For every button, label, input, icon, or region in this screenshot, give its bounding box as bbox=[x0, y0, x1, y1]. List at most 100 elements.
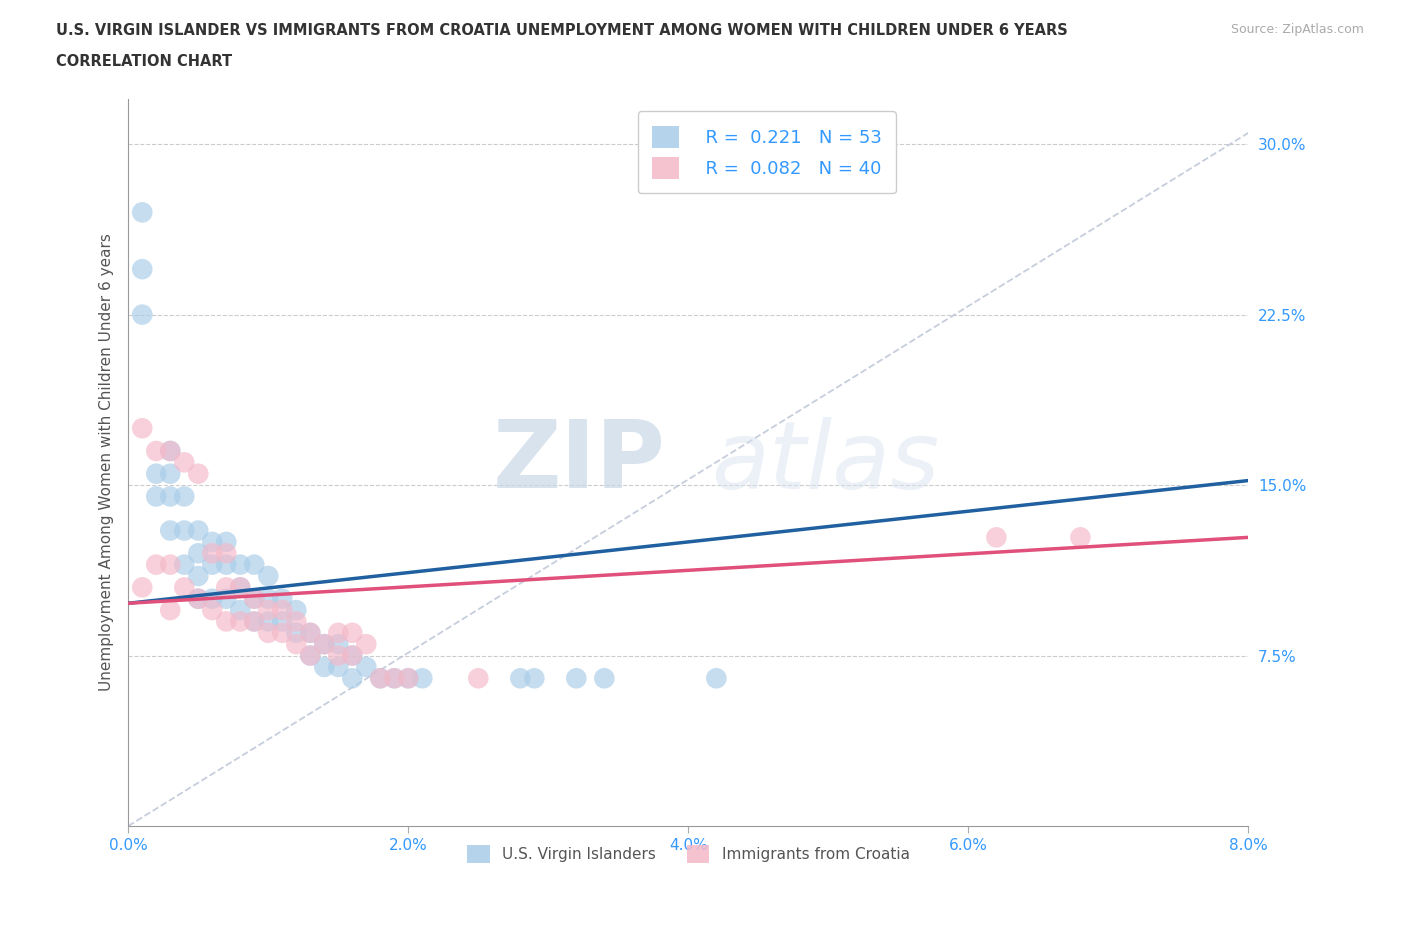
Point bbox=[986, 530, 1008, 545]
Y-axis label: Unemployment Among Women with Children Under 6 years: Unemployment Among Women with Children U… bbox=[100, 233, 114, 691]
Point bbox=[243, 557, 266, 572]
Point bbox=[328, 648, 350, 663]
Point bbox=[187, 546, 209, 561]
Point bbox=[314, 637, 336, 652]
Point bbox=[271, 625, 294, 640]
Point bbox=[523, 671, 546, 685]
Point bbox=[342, 648, 364, 663]
Point bbox=[328, 637, 350, 652]
Point bbox=[285, 625, 308, 640]
Point bbox=[159, 489, 181, 504]
Point bbox=[396, 671, 419, 685]
Point bbox=[187, 591, 209, 606]
Point bbox=[145, 444, 167, 458]
Text: Source: ZipAtlas.com: Source: ZipAtlas.com bbox=[1230, 23, 1364, 36]
Point bbox=[285, 637, 308, 652]
Point bbox=[356, 637, 378, 652]
Point bbox=[368, 671, 391, 685]
Text: atlas: atlas bbox=[711, 417, 939, 508]
Point bbox=[299, 648, 322, 663]
Point bbox=[131, 261, 153, 276]
Point bbox=[173, 455, 195, 470]
Point bbox=[201, 557, 224, 572]
Point bbox=[229, 580, 252, 595]
Point bbox=[704, 671, 727, 685]
Text: ZIP: ZIP bbox=[494, 417, 666, 509]
Point bbox=[229, 557, 252, 572]
Point bbox=[215, 557, 238, 572]
Point bbox=[314, 659, 336, 674]
Point bbox=[593, 671, 616, 685]
Point bbox=[229, 603, 252, 618]
Point bbox=[201, 546, 224, 561]
Point bbox=[187, 568, 209, 583]
Point bbox=[229, 614, 252, 629]
Point bbox=[328, 625, 350, 640]
Point bbox=[229, 580, 252, 595]
Text: CORRELATION CHART: CORRELATION CHART bbox=[56, 54, 232, 69]
Point bbox=[565, 671, 588, 685]
Point bbox=[243, 614, 266, 629]
Point bbox=[159, 523, 181, 538]
Point bbox=[173, 489, 195, 504]
Point bbox=[257, 603, 280, 618]
Point bbox=[131, 580, 153, 595]
Point bbox=[467, 671, 489, 685]
Point bbox=[159, 466, 181, 481]
Point bbox=[131, 205, 153, 219]
Point bbox=[257, 591, 280, 606]
Point bbox=[368, 671, 391, 685]
Text: U.S. VIRGIN ISLANDER VS IMMIGRANTS FROM CROATIA UNEMPLOYMENT AMONG WOMEN WITH CH: U.S. VIRGIN ISLANDER VS IMMIGRANTS FROM … bbox=[56, 23, 1069, 38]
Point bbox=[159, 557, 181, 572]
Point bbox=[173, 580, 195, 595]
Point bbox=[215, 546, 238, 561]
Point bbox=[285, 603, 308, 618]
Point bbox=[187, 466, 209, 481]
Point bbox=[173, 523, 195, 538]
Point bbox=[509, 671, 531, 685]
Point bbox=[285, 614, 308, 629]
Point bbox=[243, 591, 266, 606]
Point bbox=[145, 557, 167, 572]
Point bbox=[271, 603, 294, 618]
Point bbox=[145, 489, 167, 504]
Point bbox=[299, 625, 322, 640]
Point bbox=[382, 671, 405, 685]
Point bbox=[159, 603, 181, 618]
Point bbox=[173, 557, 195, 572]
Point bbox=[342, 625, 364, 640]
Point bbox=[201, 591, 224, 606]
Point bbox=[342, 671, 364, 685]
Point bbox=[215, 535, 238, 550]
Point bbox=[215, 580, 238, 595]
Point bbox=[342, 648, 364, 663]
Point bbox=[411, 671, 433, 685]
Point bbox=[382, 671, 405, 685]
Point bbox=[314, 637, 336, 652]
Point bbox=[396, 671, 419, 685]
Point bbox=[257, 614, 280, 629]
Point bbox=[187, 591, 209, 606]
Point bbox=[257, 568, 280, 583]
Point bbox=[201, 535, 224, 550]
Point bbox=[215, 591, 238, 606]
Point bbox=[145, 466, 167, 481]
Point bbox=[159, 444, 181, 458]
Point bbox=[1069, 530, 1091, 545]
Point bbox=[201, 603, 224, 618]
Point bbox=[299, 625, 322, 640]
Point bbox=[159, 444, 181, 458]
Point bbox=[271, 614, 294, 629]
Point bbox=[131, 307, 153, 322]
Point bbox=[328, 659, 350, 674]
Point bbox=[243, 591, 266, 606]
Point bbox=[215, 614, 238, 629]
Legend: U.S. Virgin Islanders, Immigrants from Croatia: U.S. Virgin Islanders, Immigrants from C… bbox=[461, 839, 915, 870]
Point bbox=[187, 523, 209, 538]
Point bbox=[356, 659, 378, 674]
Point bbox=[299, 648, 322, 663]
Point bbox=[271, 591, 294, 606]
Point bbox=[257, 625, 280, 640]
Point bbox=[131, 420, 153, 435]
Point bbox=[243, 614, 266, 629]
